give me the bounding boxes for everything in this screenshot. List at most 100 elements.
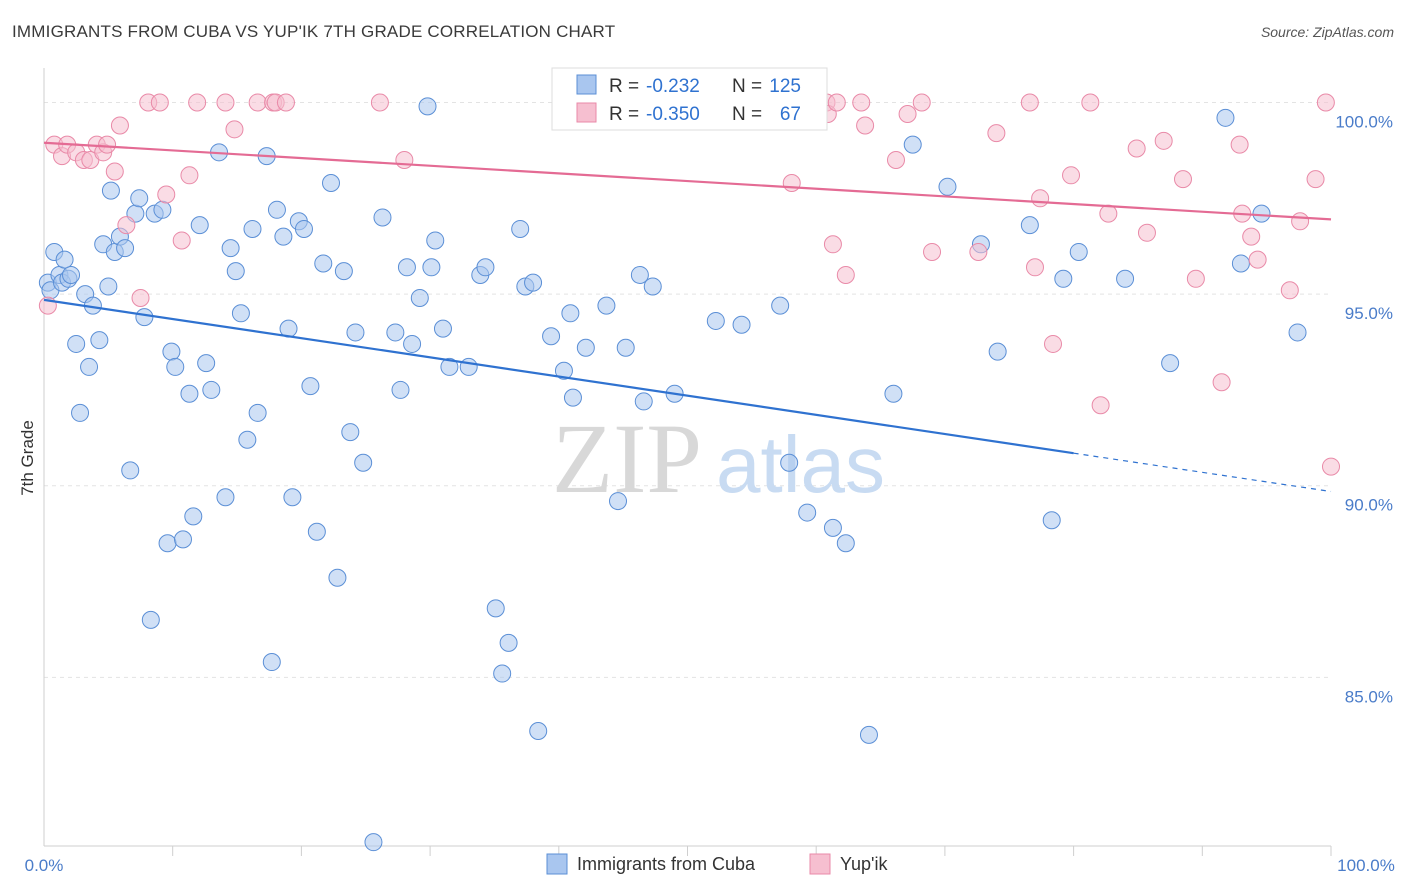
point-cuba bbox=[162, 342, 181, 361]
point-cuba bbox=[262, 653, 281, 672]
point-cuba bbox=[1216, 108, 1235, 127]
point-cuba bbox=[328, 568, 347, 587]
point-cuba bbox=[322, 173, 341, 192]
point-yupik bbox=[1280, 281, 1299, 300]
point-yupik bbox=[1091, 396, 1110, 415]
bottom-legend-swatch-yupik bbox=[809, 853, 831, 875]
legend-frame bbox=[551, 67, 828, 131]
point-yupik bbox=[1081, 93, 1100, 112]
point-cuba bbox=[307, 522, 326, 541]
point-cuba bbox=[1069, 242, 1088, 261]
point-cuba bbox=[334, 262, 353, 281]
trend-line-yupik bbox=[43, 141, 1332, 221]
y-tick-labels: 85.0% 90.0% 95.0% 100.0% bbox=[1335, 112, 1393, 706]
point-yupik bbox=[1062, 166, 1081, 185]
point-yupik bbox=[1025, 258, 1044, 277]
point-yupik bbox=[1291, 212, 1310, 231]
point-cuba bbox=[563, 388, 582, 407]
point-cuba bbox=[798, 503, 817, 522]
legend-r-value-cuba: -0.232 bbox=[646, 76, 700, 97]
trend-line-cuba-extension bbox=[1073, 452, 1332, 493]
x-tick-label-min: 0.0% bbox=[25, 856, 64, 875]
point-cuba bbox=[71, 403, 90, 422]
point-cuba bbox=[364, 833, 383, 852]
point-yupik bbox=[827, 93, 846, 112]
point-cuba bbox=[397, 258, 416, 277]
point-yupik bbox=[131, 288, 150, 307]
point-cuba bbox=[116, 239, 135, 258]
point-cuba bbox=[267, 200, 286, 219]
point-cuba bbox=[422, 258, 441, 277]
point-cuba bbox=[314, 254, 333, 273]
point-yupik bbox=[1306, 170, 1325, 189]
point-cuba bbox=[373, 208, 392, 227]
point-cuba bbox=[1288, 323, 1307, 342]
point-cuba bbox=[493, 664, 512, 683]
point-cuba bbox=[418, 97, 437, 116]
point-yupik bbox=[1137, 223, 1156, 242]
point-yupik bbox=[172, 231, 191, 250]
point-cuba bbox=[1042, 511, 1061, 530]
point-cuba bbox=[1161, 354, 1180, 373]
point-yupik bbox=[912, 93, 931, 112]
legend-n-label-cuba: N = bbox=[732, 76, 762, 97]
point-yupik bbox=[987, 124, 1006, 143]
point-cuba bbox=[440, 357, 459, 376]
point-cuba bbox=[706, 311, 725, 330]
point-cuba bbox=[836, 534, 855, 553]
point-cuba bbox=[609, 492, 628, 511]
point-yupik bbox=[370, 93, 389, 112]
point-cuba bbox=[173, 530, 192, 549]
point-yupik bbox=[1212, 373, 1231, 392]
legend-box: R = -0.232 N = 125 R = -0.350 N = 67 bbox=[551, 67, 828, 131]
grid-lines bbox=[44, 101, 1331, 678]
point-cuba bbox=[403, 334, 422, 353]
trend-line-cuba bbox=[43, 298, 1074, 455]
point-cuba bbox=[346, 323, 365, 342]
point-cuba bbox=[341, 423, 360, 442]
point-cuba bbox=[529, 722, 548, 741]
point-cuba bbox=[135, 308, 154, 327]
trend-lines bbox=[43, 141, 1332, 493]
point-cuba bbox=[141, 610, 160, 629]
legend-n-value-yupik: 67 bbox=[780, 104, 801, 125]
legend-r-value-yupik: -0.350 bbox=[646, 104, 700, 125]
point-yupik bbox=[1322, 457, 1340, 476]
point-yupik bbox=[782, 173, 801, 192]
point-yupik bbox=[823, 235, 842, 254]
point-cuba bbox=[1054, 269, 1073, 288]
point-cuba bbox=[576, 338, 595, 357]
point-cuba bbox=[643, 277, 662, 296]
point-cuba bbox=[426, 231, 445, 250]
point-cuba bbox=[153, 200, 172, 219]
point-cuba bbox=[542, 327, 561, 346]
point-cuba bbox=[486, 599, 505, 618]
point-cuba bbox=[184, 507, 203, 526]
chart-title: IMMIGRANTS FROM CUBA VS YUP'IK 7TH GRADE… bbox=[12, 22, 616, 41]
point-cuba bbox=[283, 488, 302, 507]
point-cuba bbox=[67, 334, 86, 353]
bottom-legend-label-cuba: Immigrants from Cuba bbox=[577, 854, 756, 874]
point-yupik bbox=[188, 93, 207, 112]
point-yupik bbox=[276, 93, 295, 112]
point-yupik bbox=[98, 135, 117, 154]
point-yupik bbox=[898, 104, 917, 123]
x-tick-label-max: 100.0% bbox=[1337, 856, 1395, 875]
point-cuba bbox=[616, 338, 635, 357]
point-yupik bbox=[150, 93, 169, 112]
point-yupik bbox=[1127, 139, 1146, 158]
point-cuba bbox=[823, 518, 842, 537]
bottom-legend: Immigrants from Cuba Yup'ik bbox=[546, 853, 888, 875]
point-cuba bbox=[248, 403, 267, 422]
point-cuba bbox=[859, 725, 878, 744]
point-cuba bbox=[80, 357, 99, 376]
point-yupik bbox=[110, 116, 129, 135]
point-yupik bbox=[1186, 269, 1205, 288]
point-yupik bbox=[1044, 334, 1063, 353]
point-yupik bbox=[216, 93, 235, 112]
point-cuba bbox=[62, 265, 81, 284]
point-yupik bbox=[395, 150, 414, 169]
point-yupik bbox=[1099, 204, 1118, 223]
series-cuba-points bbox=[38, 97, 1307, 852]
watermark-zip: ZIP bbox=[552, 403, 702, 514]
